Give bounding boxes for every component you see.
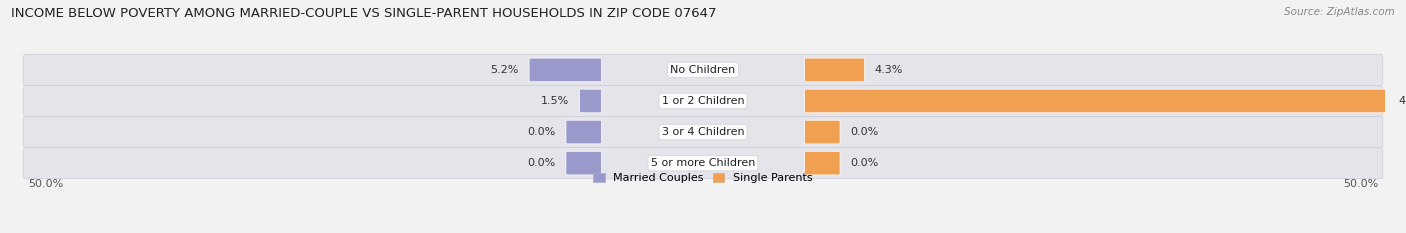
Legend: Married Couples, Single Parents: Married Couples, Single Parents [589, 169, 817, 188]
Text: INCOME BELOW POVERTY AMONG MARRIED-COUPLE VS SINGLE-PARENT HOUSEHOLDS IN ZIP COD: INCOME BELOW POVERTY AMONG MARRIED-COUPL… [11, 7, 717, 20]
Text: 0.0%: 0.0% [527, 158, 555, 168]
Text: Source: ZipAtlas.com: Source: ZipAtlas.com [1284, 7, 1395, 17]
Text: 3 or 4 Children: 3 or 4 Children [662, 127, 744, 137]
FancyBboxPatch shape [567, 120, 602, 144]
Text: No Children: No Children [671, 65, 735, 75]
FancyBboxPatch shape [804, 58, 865, 82]
FancyBboxPatch shape [567, 151, 602, 175]
Text: 1 or 2 Children: 1 or 2 Children [662, 96, 744, 106]
FancyBboxPatch shape [24, 116, 1382, 147]
Text: 5.2%: 5.2% [491, 65, 519, 75]
Text: 42.7%: 42.7% [1399, 96, 1406, 106]
FancyBboxPatch shape [804, 89, 1388, 113]
FancyBboxPatch shape [804, 120, 839, 144]
Text: 0.0%: 0.0% [527, 127, 555, 137]
Text: 0.0%: 0.0% [851, 127, 879, 137]
Text: 1.5%: 1.5% [541, 96, 569, 106]
FancyBboxPatch shape [579, 89, 602, 113]
Text: 50.0%: 50.0% [28, 179, 63, 189]
FancyBboxPatch shape [24, 54, 1382, 86]
FancyBboxPatch shape [529, 58, 602, 82]
Text: 50.0%: 50.0% [1343, 179, 1378, 189]
FancyBboxPatch shape [24, 147, 1382, 179]
FancyBboxPatch shape [804, 151, 839, 175]
Text: 5 or more Children: 5 or more Children [651, 158, 755, 168]
Text: 0.0%: 0.0% [851, 158, 879, 168]
Text: 4.3%: 4.3% [875, 65, 903, 75]
FancyBboxPatch shape [24, 86, 1382, 116]
